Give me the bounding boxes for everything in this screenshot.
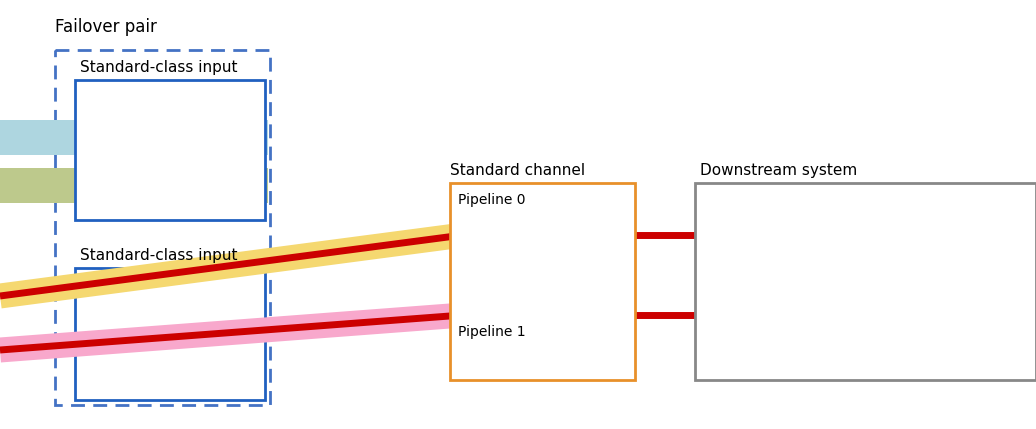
Bar [450,183,635,380]
Text: Downstream system: Downstream system [700,163,857,178]
Bar [450,222,635,247]
Bar [75,268,265,400]
Bar [695,183,1036,380]
Bar [450,303,635,328]
Text: Failover pair: Failover pair [55,18,156,36]
Bar [55,50,270,405]
Text: Pipeline 1: Pipeline 1 [458,325,525,339]
Bar [0,120,268,155]
Bar [75,80,265,220]
Text: Standard-class input: Standard-class input [80,248,237,263]
Text: Standard channel: Standard channel [450,163,585,178]
Bar [0,168,268,203]
Text: Pipeline 0: Pipeline 0 [458,193,525,207]
Text: Standard-class input: Standard-class input [80,60,237,75]
